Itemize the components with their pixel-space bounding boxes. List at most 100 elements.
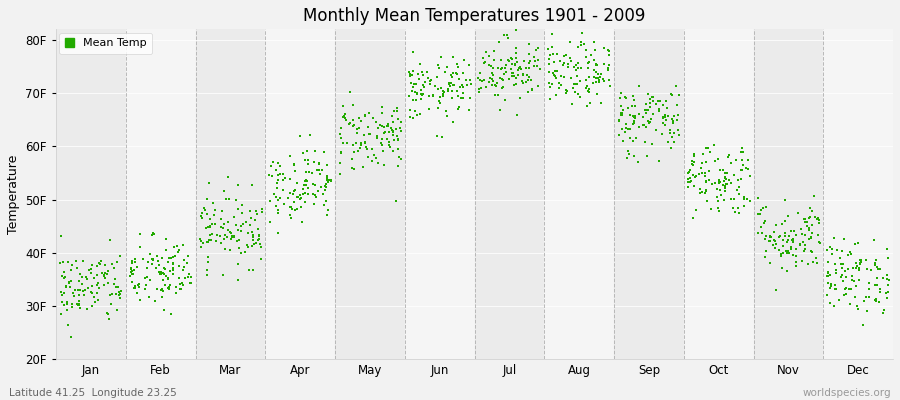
Point [93, 260, 107, 267]
Point [664, 116, 679, 122]
Point [847, 278, 861, 285]
Point [784, 227, 798, 234]
Point [729, 156, 743, 163]
Point [127, 285, 141, 291]
Point [183, 280, 197, 287]
Point [526, 63, 541, 70]
Point [431, 65, 446, 72]
Point [375, 104, 390, 110]
Point [403, 114, 418, 120]
Point [248, 208, 263, 215]
Point [166, 261, 181, 267]
Point [158, 236, 173, 242]
Point [488, 82, 502, 88]
Point [619, 121, 634, 128]
Point [705, 180, 719, 187]
Point [541, 46, 555, 52]
Point [159, 273, 174, 280]
Point [832, 255, 847, 262]
Point [472, 85, 486, 92]
Point [804, 235, 818, 241]
Point [87, 298, 102, 305]
Point [263, 219, 277, 226]
Point [299, 177, 313, 183]
Point [201, 258, 215, 265]
Point [508, 61, 523, 68]
Point [300, 178, 314, 184]
Point [67, 292, 81, 299]
Point [593, 71, 608, 78]
Point [644, 118, 658, 125]
Point [477, 76, 491, 83]
Point [821, 270, 835, 276]
Point [303, 131, 318, 138]
Point [505, 61, 519, 68]
Point [797, 216, 812, 222]
Point [321, 207, 336, 213]
Point [682, 168, 697, 175]
Point [401, 93, 416, 99]
Point [357, 112, 372, 118]
Point [754, 224, 769, 230]
Point [68, 287, 83, 293]
Point [590, 75, 605, 81]
Point [510, 72, 525, 78]
Point [844, 273, 859, 280]
Point [669, 83, 683, 89]
Point [848, 294, 862, 300]
Point [446, 82, 461, 88]
Point [741, 166, 755, 172]
Point [271, 160, 285, 166]
Point [688, 158, 702, 165]
Point [623, 134, 637, 141]
Point [755, 230, 770, 236]
Point [142, 294, 157, 300]
Point [415, 68, 429, 75]
Point [100, 310, 114, 316]
Point [421, 92, 436, 99]
Point [173, 281, 187, 288]
Point [86, 262, 100, 268]
Point [252, 233, 266, 239]
Point [104, 291, 119, 297]
Point [548, 73, 562, 80]
Point [424, 77, 438, 83]
Point [55, 292, 69, 299]
Point [574, 42, 589, 48]
Point [435, 134, 449, 140]
Point [832, 297, 846, 303]
Point [629, 135, 643, 141]
Point [849, 265, 863, 271]
Point [414, 86, 428, 93]
Point [455, 82, 470, 88]
Point [123, 264, 138, 271]
Point [751, 211, 765, 217]
Point [224, 232, 238, 239]
Point [652, 98, 667, 104]
Y-axis label: Temperature: Temperature [7, 154, 20, 234]
Point [369, 119, 383, 126]
Point [158, 282, 173, 288]
Point [271, 172, 285, 178]
Point [154, 271, 168, 278]
Point [153, 270, 167, 277]
Point [194, 213, 208, 219]
Point [767, 237, 781, 243]
Point [356, 164, 370, 170]
Point [65, 304, 79, 310]
Point [484, 82, 499, 88]
Point [557, 52, 572, 59]
Point [596, 76, 610, 82]
Point [662, 130, 677, 137]
Point [319, 181, 333, 188]
Point [489, 83, 503, 90]
Point [154, 286, 168, 293]
Point [410, 112, 425, 118]
Point [577, 41, 591, 48]
Point [711, 204, 725, 211]
Point [810, 215, 824, 221]
Point [221, 226, 236, 233]
Point [391, 136, 405, 142]
Point [457, 57, 472, 63]
Point [146, 256, 160, 263]
